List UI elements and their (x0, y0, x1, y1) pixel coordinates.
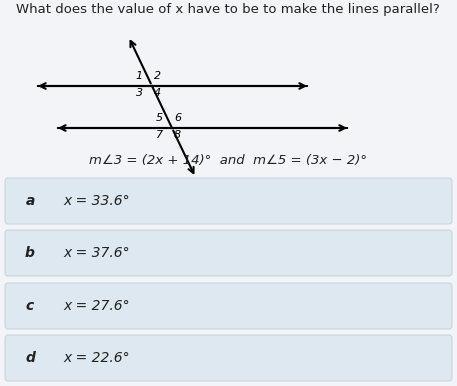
Text: a: a (25, 194, 35, 208)
Text: 2: 2 (154, 71, 161, 81)
FancyBboxPatch shape (5, 335, 452, 381)
Text: x = 33.6°: x = 33.6° (63, 194, 130, 208)
Text: 1: 1 (136, 71, 143, 81)
Text: 6: 6 (174, 113, 181, 123)
Text: x = 37.6°: x = 37.6° (63, 246, 130, 260)
Text: d: d (25, 351, 35, 365)
FancyBboxPatch shape (5, 178, 452, 224)
Text: What does the value of x have to be to make the lines parallel?: What does the value of x have to be to m… (16, 3, 440, 16)
Text: x = 27.6°: x = 27.6° (63, 299, 130, 313)
Text: b: b (25, 246, 35, 260)
Text: x = 22.6°: x = 22.6° (63, 351, 130, 365)
FancyBboxPatch shape (5, 230, 452, 276)
FancyBboxPatch shape (5, 283, 452, 329)
Text: 8: 8 (174, 130, 181, 140)
Text: 3: 3 (136, 88, 143, 98)
Text: 7: 7 (156, 130, 163, 140)
Text: 4: 4 (154, 88, 161, 98)
Text: m∠3 = (2x + 14)°  and  m∠5 = (3x − 2)°: m∠3 = (2x + 14)° and m∠5 = (3x − 2)° (89, 154, 367, 167)
Text: 5: 5 (156, 113, 163, 123)
Text: c: c (26, 299, 34, 313)
